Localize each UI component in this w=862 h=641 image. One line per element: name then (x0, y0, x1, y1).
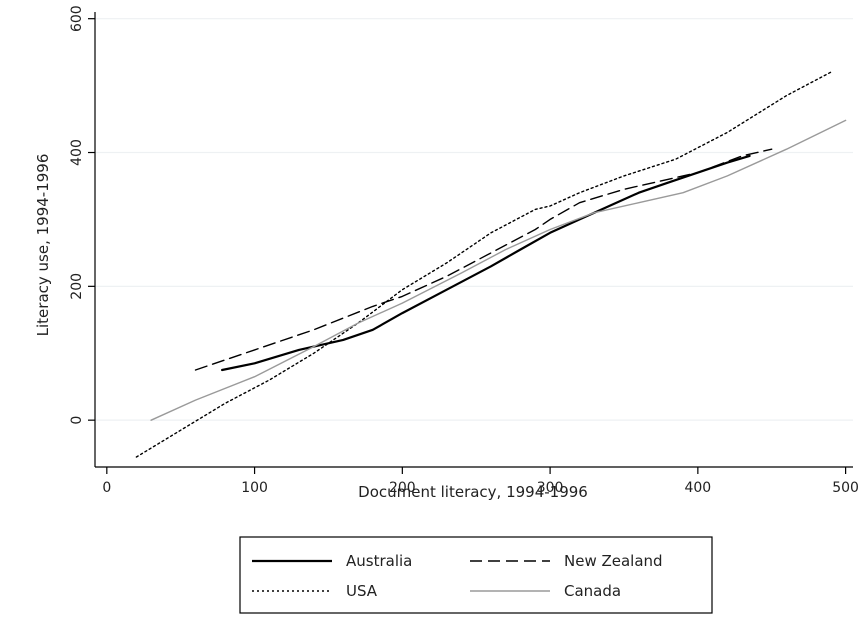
legend-box (239, 536, 713, 614)
x-tick-label: 100 (241, 480, 268, 496)
x-axis: 0 100 200 300 400 500 (95, 466, 859, 496)
x-axis-label: Document literacy, 1994-1996 (358, 483, 588, 501)
y-axis: 0 200 400 600 (69, 5, 96, 467)
y-tick-label: 400 (69, 139, 85, 166)
legend-label: Australia (346, 552, 412, 570)
series-line-australia (221, 154, 751, 372)
legend-label: Canada (564, 582, 621, 600)
series-line-new-zealand (194, 148, 773, 371)
legend: Australia New Zealand USA Canada (239, 536, 713, 614)
x-tick-label: 400 (684, 480, 711, 496)
series-line-usa (135, 71, 832, 458)
x-tick-label: 500 (832, 480, 859, 496)
legend-label: USA (346, 582, 378, 600)
x-tick-label: 300 (537, 480, 564, 496)
plot-background (95, 12, 853, 467)
y-tick-label: 600 (69, 5, 85, 32)
x-tick-label: 0 (102, 480, 111, 496)
y-tick-label: 0 (69, 416, 85, 425)
y-tick-label: 200 (69, 273, 85, 300)
x-tick-label: 200 (389, 480, 416, 496)
legend-label: New Zealand (564, 552, 663, 570)
series-layer (135, 71, 847, 458)
y-axis-label: Literacy use, 1994-1996 (34, 154, 52, 337)
gridlines (95, 18, 853, 421)
series-line-canada (150, 119, 847, 421)
